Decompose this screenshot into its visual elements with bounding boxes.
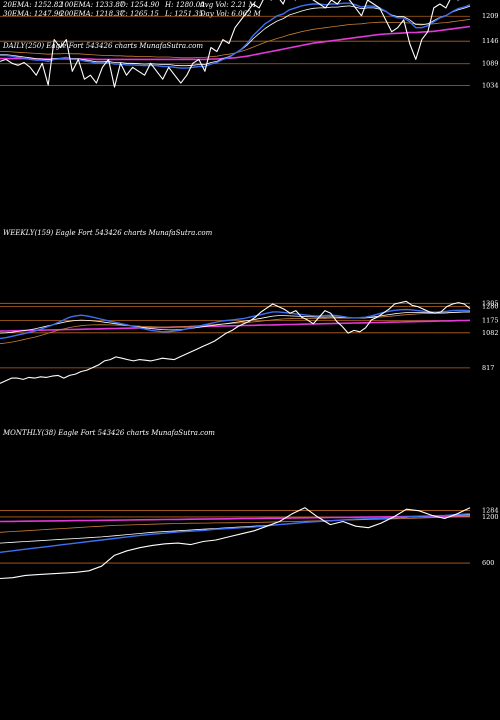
weekly-y-tick-1175: 1175 [482, 317, 499, 325]
header-20ema: 20EMA: 1252.82 [2, 1, 63, 9]
header-day-vol: Day Vol: 6.062 M [199, 10, 262, 18]
daily-series-0 [0, 0, 460, 88]
header-200ema: 200EMA: 1218.37 [59, 10, 125, 18]
monthly-y-tick-1284: 1284 [482, 506, 499, 514]
daily-panel-title: DAILY(250) Eagle Fort 543426 charts Muna… [2, 42, 203, 50]
weekly-panel-title: WEEKLY(159) Eagle Fort 543426 charts Mun… [3, 229, 213, 237]
daily-y-tick-1209: 1209 [482, 12, 499, 20]
monthly-series-3 [0, 516, 471, 533]
daily-y-tick-1089: 1089 [482, 60, 499, 68]
header-high: H: 1280.00 [164, 1, 205, 9]
header-30ema: 30EMA: 1247.96 [3, 10, 63, 18]
header-open: O: 1254.90 [120, 1, 160, 9]
weekly-series-4 [0, 319, 471, 332]
weekly-series-3 [0, 311, 471, 345]
daily-y-tick-1146: 1146 [482, 37, 499, 45]
monthly-y-tick-1200: 1200 [482, 513, 499, 521]
header-avg-vol: Avg Vol: 2.21 M [199, 1, 257, 9]
weekly-y-tick-1280: 1280 [482, 303, 499, 311]
monthly-y-tick-600: 600 [482, 559, 494, 567]
header-close: C: 1265.15 [120, 10, 159, 18]
daily-y-tick-1034: 1034 [482, 82, 499, 90]
weekly-series-2 [0, 311, 470, 334]
header-low: L: 1251.35 [164, 10, 204, 18]
weekly-series-1 [0, 308, 471, 340]
monthly-series-4 [0, 515, 471, 523]
daily-panel: 1209 1146 1089 1034 [0, 0, 499, 90]
weekly-y-tick-1305: 1305 [482, 299, 499, 307]
monthly-series-0 [0, 507, 471, 580]
weekly-y-tick-817: 817 [482, 364, 494, 372]
weekly-y-tick-1082: 1082 [482, 329, 499, 337]
header-100ema: 100EMA: 1233.87 [60, 1, 125, 9]
monthly-panel-title: MONTHLY(38) Eagle Fort 543426 charts Mun… [2, 429, 215, 437]
weekly-series-0 [0, 300, 471, 384]
